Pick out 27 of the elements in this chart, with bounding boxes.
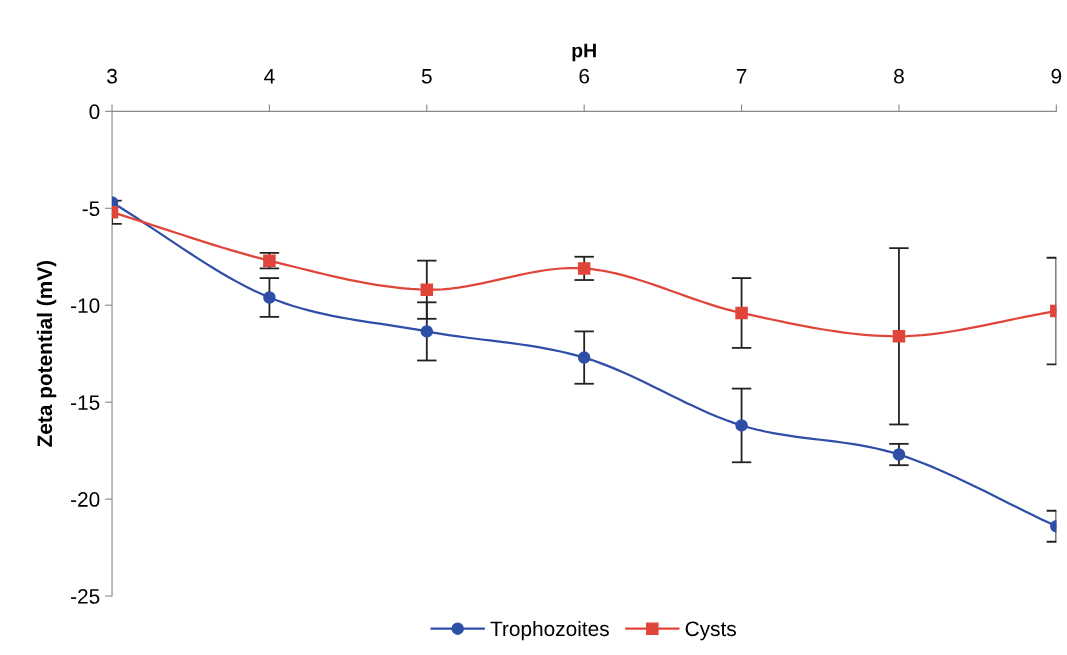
point <box>420 325 434 338</box>
x-tick-label: 5 <box>421 69 432 84</box>
x-tick-label: 3 <box>107 68 117 84</box>
y-axis-title: Zeta potential (mV) <box>36 260 57 447</box>
y-tick-label: -20 <box>71 492 100 507</box>
x-axis-title: pH <box>572 43 596 62</box>
point <box>420 283 434 296</box>
y-tick-label: -5 <box>82 201 100 217</box>
x-tick-label: 7 <box>736 69 747 84</box>
legend-label: Cysts <box>685 621 736 641</box>
point <box>735 419 748 432</box>
point <box>735 306 748 320</box>
y-tick-label: -15 <box>71 395 100 410</box>
point <box>577 262 591 275</box>
point <box>892 448 906 461</box>
point <box>892 330 906 343</box>
y-tick-label: 0 <box>89 104 100 120</box>
x-tick-label: 9 <box>1051 68 1062 84</box>
point <box>263 291 276 304</box>
y-tick-label: -10 <box>71 298 100 313</box>
x-tick-label: 6 <box>579 68 590 84</box>
y-tick-label: -25 <box>71 589 100 604</box>
x-tick-label: 8 <box>894 68 904 84</box>
legend-label: Trophozoites <box>490 620 609 641</box>
point <box>263 254 276 267</box>
point <box>577 351 591 364</box>
x-tick-label: 4 <box>264 69 275 84</box>
